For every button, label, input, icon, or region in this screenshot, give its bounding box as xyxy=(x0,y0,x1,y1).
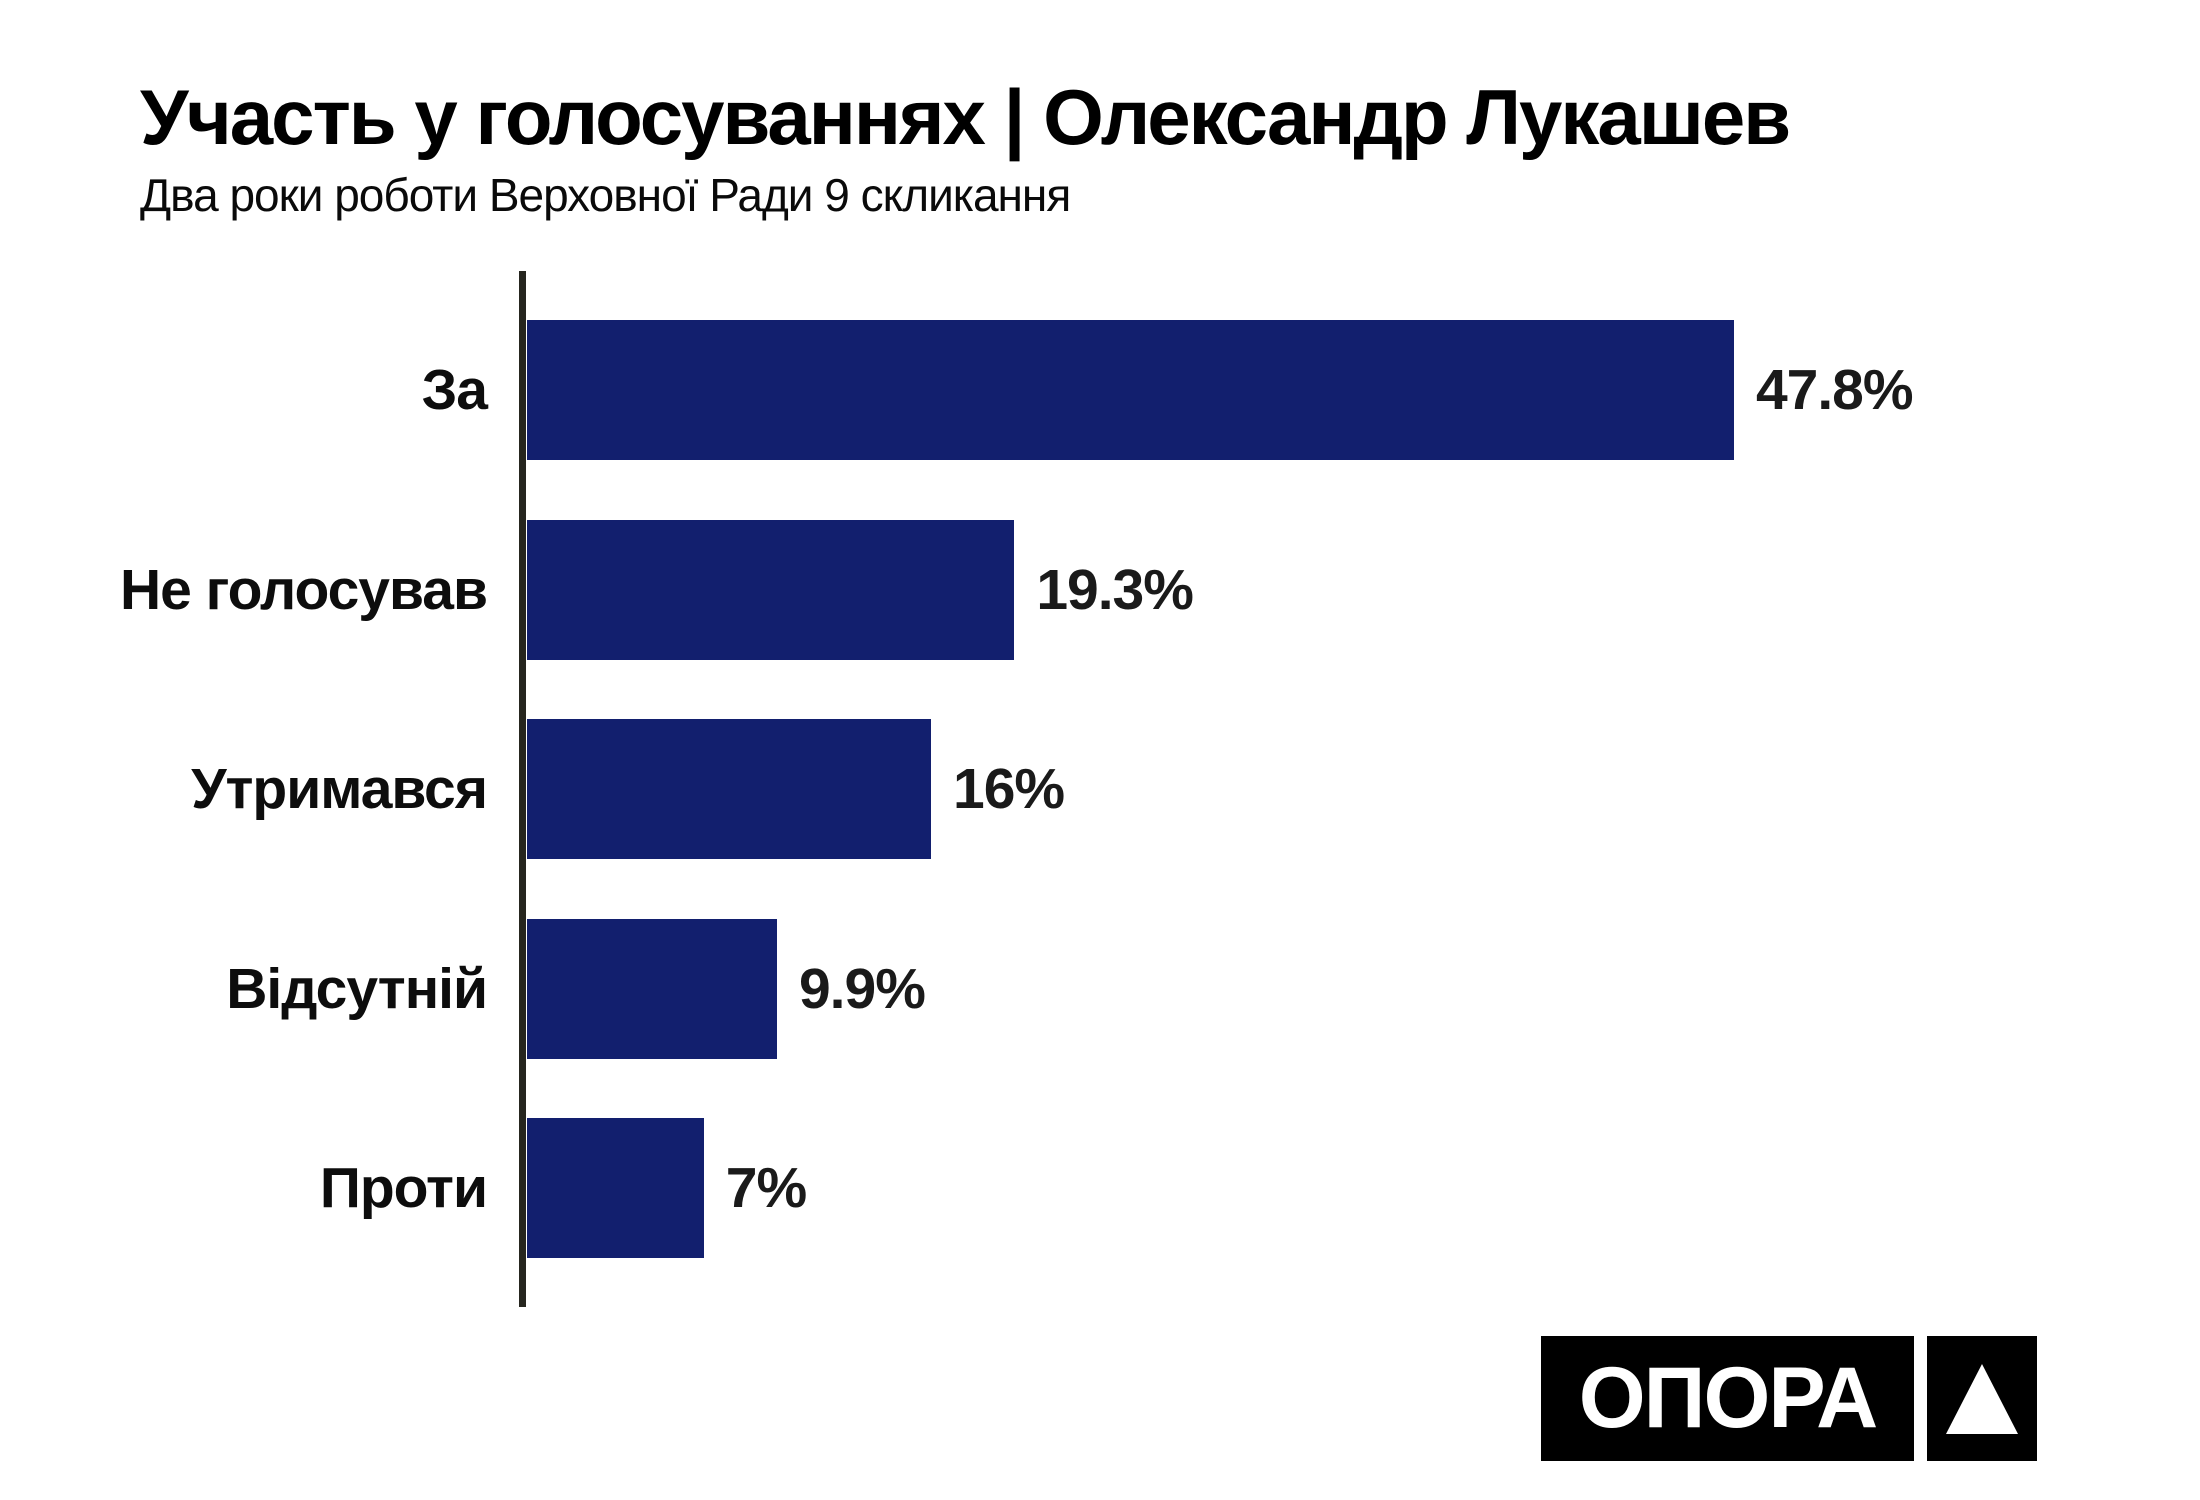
y-axis-line xyxy=(519,271,526,1307)
category-label: Утримався xyxy=(191,757,488,821)
opora-logo: ОПОРА xyxy=(1541,1336,1914,1461)
bar xyxy=(527,1118,704,1258)
value-label: 47.8% xyxy=(1755,358,1914,422)
bar xyxy=(527,519,1015,660)
value-label: 7% xyxy=(725,1156,807,1220)
value-label: 9.9% xyxy=(798,956,926,1021)
bar xyxy=(527,719,931,859)
chart-subtitle: Два роки роботи Верховної Ради 9 скликан… xyxy=(140,169,1071,221)
value-label: 16% xyxy=(953,757,1065,821)
bar xyxy=(527,918,777,1059)
opora-logo-text: ОПОРА xyxy=(1578,1350,1879,1446)
category-label: За xyxy=(421,358,488,422)
category-label: Не голосував xyxy=(119,557,488,622)
category-label: Проти xyxy=(319,1156,488,1220)
bar xyxy=(527,320,1734,460)
value-label: 19.3% xyxy=(1036,557,1194,622)
opora-logo-mark xyxy=(1927,1336,2037,1461)
triangle-up-icon xyxy=(1946,1363,2018,1434)
category-label: Відсутній xyxy=(226,956,488,1021)
chart-title: Участь у голосуваннях | Олександр Лукаше… xyxy=(140,73,1791,161)
